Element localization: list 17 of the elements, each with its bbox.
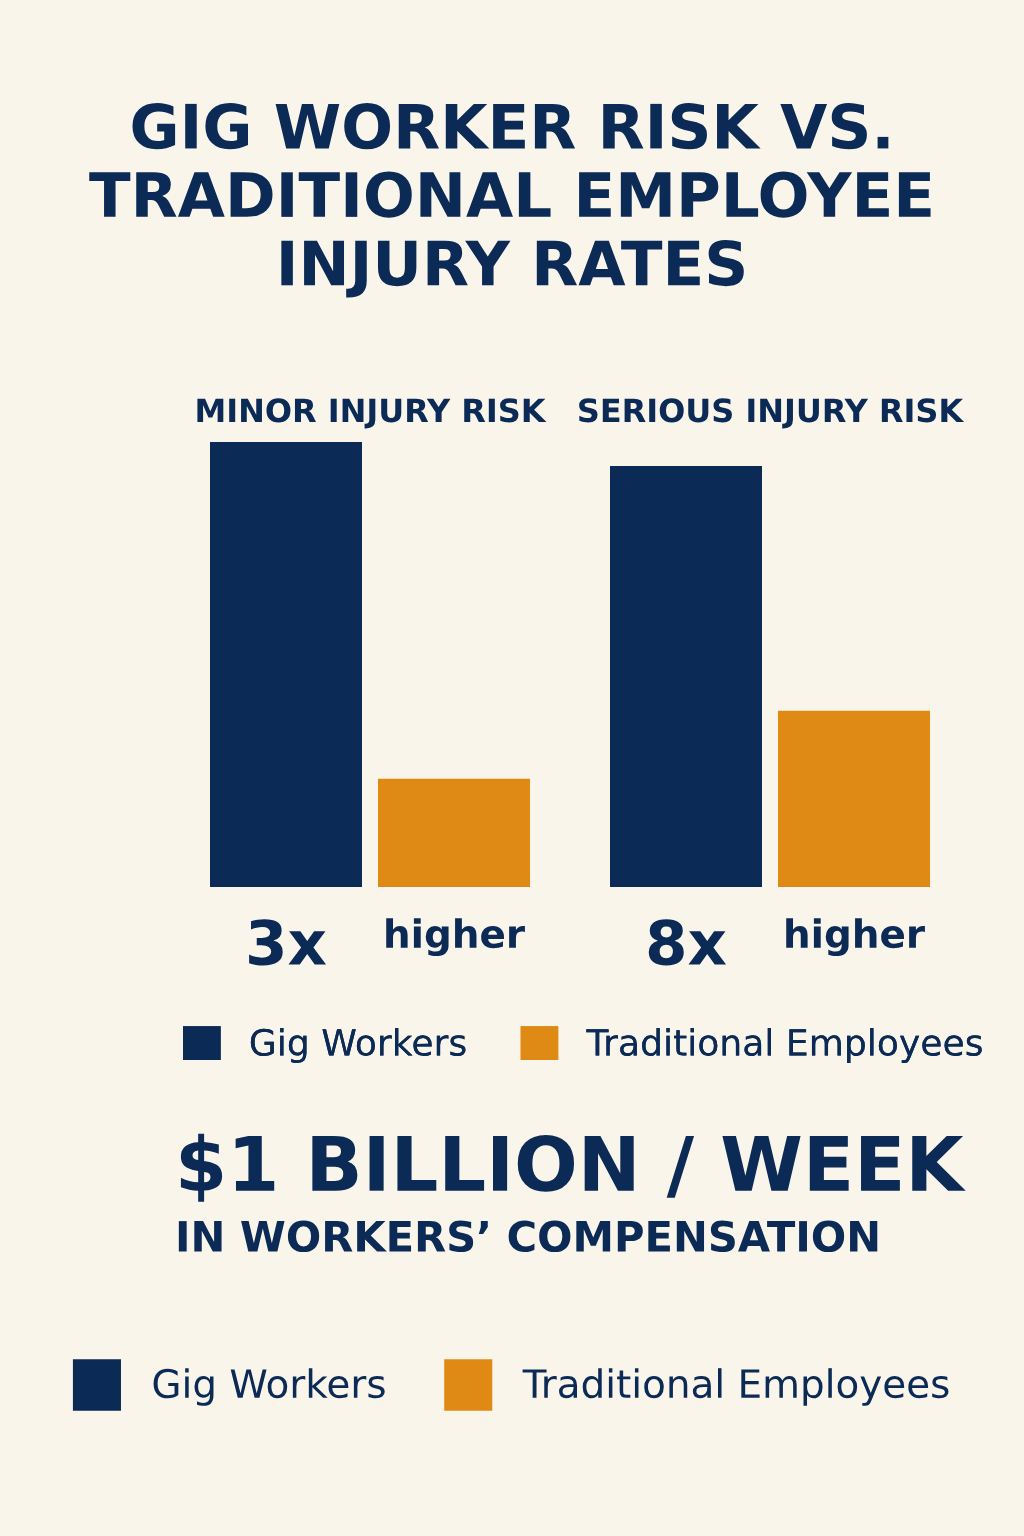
chart-title: GIG WORKER RISK VS. TRADITIONAL EMPLOYEE INJURY RATES xyxy=(89,103,931,298)
text: $1 BILLION / WEEK xyxy=(180,1133,966,1202)
bar xyxy=(778,710,930,887)
text: Traditional Employees xyxy=(522,1368,949,1406)
text: 8x xyxy=(648,919,727,966)
text: Gig Workers xyxy=(153,1368,385,1406)
bar xyxy=(210,442,362,887)
x-tick-label: SERIOUS INJURY RISK xyxy=(579,398,965,429)
text: 3x xyxy=(249,919,327,966)
bar xyxy=(610,466,762,887)
text: higher xyxy=(786,918,925,957)
legend-label: Traditional Employees xyxy=(586,1028,982,1064)
text: IN WORKERS’ COMPENSATION xyxy=(178,1220,878,1253)
text: higher xyxy=(386,918,525,957)
legend-label: Gig Workers xyxy=(250,1028,466,1064)
x-tick-label: MINOR INJURY RISK xyxy=(197,398,547,429)
bar xyxy=(378,778,530,887)
